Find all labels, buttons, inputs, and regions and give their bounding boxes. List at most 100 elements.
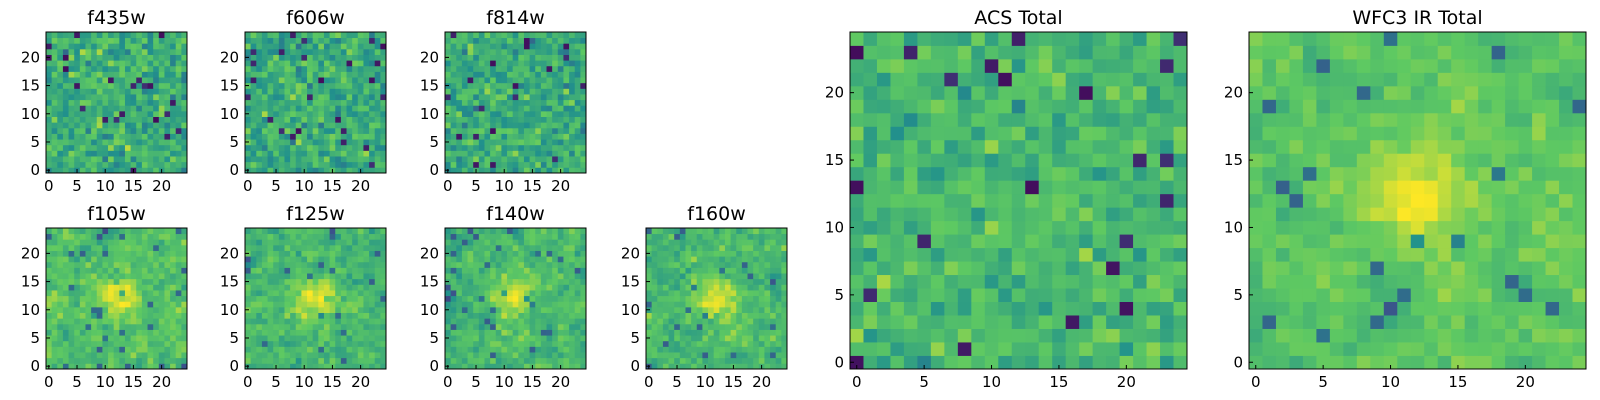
heatmap-cell — [318, 352, 325, 359]
heatmap-cell — [473, 43, 480, 50]
x-tick-label: 15 — [323, 373, 342, 391]
heatmap-cell — [691, 261, 698, 268]
heatmap-cell — [1052, 355, 1067, 370]
heatmap-cell — [164, 60, 171, 67]
heatmap-cell — [74, 301, 81, 308]
heatmap-cell — [346, 295, 353, 302]
heatmap-cell — [467, 94, 474, 101]
heatmap-cell — [352, 306, 359, 313]
heatmap-cell — [340, 352, 347, 359]
heatmap-cell — [329, 127, 336, 134]
heatmap-cell — [68, 273, 75, 280]
heatmap-cell — [461, 54, 468, 61]
heatmap-cell — [340, 156, 347, 163]
heatmap-cell — [484, 37, 491, 44]
heatmap-cell — [164, 161, 171, 168]
heatmap-cell — [261, 150, 268, 157]
heatmap-cell — [490, 306, 497, 313]
heatmap-cell — [51, 301, 58, 308]
heatmap-cell — [535, 144, 542, 151]
heatmap-cell — [523, 37, 530, 44]
heatmap-cell — [119, 233, 126, 240]
heatmap-cell — [363, 133, 370, 140]
heatmap-cell — [1160, 180, 1174, 195]
heatmap-cell — [507, 156, 514, 163]
heatmap-cell — [461, 122, 468, 129]
heatmap-cell — [674, 244, 681, 251]
heatmap-cell — [85, 312, 92, 319]
heatmap-cell — [335, 284, 342, 291]
heatmap-cell — [529, 37, 536, 44]
heatmap-cell — [91, 37, 98, 44]
heatmap-cell — [876, 274, 891, 289]
heatmap-cell — [662, 228, 669, 235]
heatmap-cell — [552, 228, 559, 235]
heatmap-cell — [708, 256, 715, 263]
heatmap-cell — [46, 48, 53, 55]
heatmap-cell — [484, 116, 491, 123]
heatmap-cell — [944, 112, 959, 127]
heatmap-cell — [369, 290, 376, 297]
heatmap-cell — [557, 301, 564, 308]
heatmap-cell — [741, 233, 748, 240]
heatmap-cell — [484, 150, 491, 157]
heatmap-cell — [944, 261, 959, 276]
heatmap-cell — [473, 318, 480, 325]
heatmap-cell — [662, 261, 669, 268]
heatmap-cell — [1173, 234, 1188, 249]
heatmap-cell — [57, 32, 64, 39]
heatmap-cell — [323, 284, 330, 291]
heatmap-cell — [930, 342, 945, 356]
heatmap-cell — [290, 323, 297, 330]
heatmap-cell — [957, 315, 972, 329]
heatmap-cell — [523, 32, 530, 39]
heatmap-cell — [335, 116, 342, 123]
heatmap-cell — [267, 82, 274, 89]
heatmap-cell — [467, 295, 474, 302]
heatmap-cell — [741, 363, 748, 370]
heatmap-cell — [971, 328, 986, 343]
heatmap-cell — [917, 139, 932, 154]
heatmap-cell — [674, 357, 681, 364]
heatmap-cell — [507, 346, 514, 353]
heatmap-cell — [507, 301, 514, 308]
heatmap-cell — [668, 233, 675, 240]
heatmap-cell — [535, 71, 542, 78]
heatmap-cell — [708, 340, 715, 347]
heatmap-cell — [876, 247, 891, 262]
heatmap-cell — [164, 273, 171, 280]
heatmap-cell — [657, 239, 664, 246]
heatmap-cell — [546, 250, 553, 257]
heatmap-cell — [136, 94, 143, 101]
heatmap-cell — [651, 357, 658, 364]
heatmap-cell — [278, 323, 285, 330]
heatmap-cell — [164, 150, 171, 157]
heatmap-cell — [374, 233, 381, 240]
heatmap-cell — [295, 340, 302, 347]
heatmap-cell — [535, 256, 542, 263]
heatmap-cell — [295, 267, 302, 274]
heatmap-cell — [62, 122, 69, 129]
heatmap-cell — [557, 99, 564, 106]
heatmap-cell — [175, 329, 182, 336]
heatmap-cell — [307, 127, 314, 134]
panel-frame — [45, 31, 188, 174]
heatmap-cell — [662, 284, 669, 291]
heatmap-cell — [529, 306, 536, 313]
heatmap-cell — [307, 156, 314, 163]
heatmap-cell — [96, 105, 103, 112]
heatmap-cell — [335, 256, 342, 263]
heatmap-cell — [730, 346, 737, 353]
heatmap-cell — [467, 329, 474, 336]
heatmap-cell — [57, 346, 64, 353]
heatmap-cell — [357, 273, 364, 280]
heatmap-cell — [540, 363, 547, 370]
heatmap-cell — [552, 32, 559, 39]
heatmap-cell — [736, 250, 743, 257]
heatmap-cell — [346, 284, 353, 291]
heatmap-cell — [79, 161, 86, 168]
heatmap-cell — [290, 88, 297, 95]
heatmap-cell — [770, 312, 777, 319]
heatmap-cell — [295, 156, 302, 163]
heatmap-cell — [461, 346, 468, 353]
